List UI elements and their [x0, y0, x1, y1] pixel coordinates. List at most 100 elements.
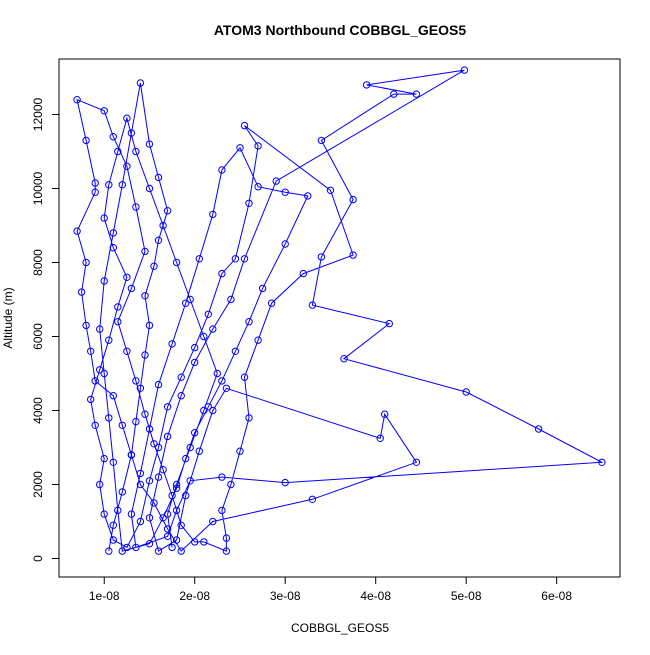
x-axis-label: COBBGL_GEOS5 [291, 621, 389, 635]
data-point [191, 343, 199, 352]
data-point [218, 506, 226, 515]
data-point [118, 181, 127, 189]
data-point [231, 255, 240, 263]
data-point [118, 547, 127, 555]
data-point [114, 318, 122, 326]
data-point [100, 510, 108, 518]
data-point [109, 458, 118, 466]
data-point [209, 325, 217, 333]
data-point [141, 351, 149, 359]
data-point [236, 447, 244, 455]
data-point [222, 534, 231, 542]
data-point [136, 480, 145, 489]
data-point [182, 299, 190, 307]
data-point [154, 547, 163, 555]
data-point [163, 525, 172, 533]
data-point [177, 521, 185, 529]
data-point [109, 244, 118, 252]
data-point [218, 269, 226, 278]
data-point [163, 510, 172, 518]
data-point [308, 301, 317, 309]
data-point [96, 325, 104, 333]
data-point [182, 454, 190, 463]
data-point [209, 406, 217, 415]
data-point [141, 247, 149, 256]
data-point [340, 355, 348, 363]
chart-title: ATOM3 Northbound COBBGL_GEOS5 [214, 22, 466, 38]
data-point [462, 388, 470, 396]
y-tick-label: 8000 [31, 249, 45, 276]
data-point [109, 229, 118, 237]
x-tick-label: 4e-08 [360, 589, 391, 603]
data-point [227, 480, 235, 489]
data-point [177, 392, 185, 400]
data-point [390, 90, 398, 98]
data-point [177, 373, 185, 381]
data-point [91, 188, 99, 196]
data-point [598, 458, 606, 466]
data-point [254, 336, 262, 344]
data-point [349, 195, 357, 204]
x-tick-label: 1e-08 [89, 589, 120, 603]
data-point [362, 81, 371, 89]
data-point [114, 147, 122, 156]
data-point [105, 336, 113, 344]
data-point [109, 521, 118, 529]
data-point [213, 369, 222, 378]
x-tick-label: 5e-08 [451, 589, 482, 603]
data-point [82, 136, 90, 145]
data-point [172, 258, 181, 267]
data-point [109, 133, 118, 141]
data-point [159, 514, 167, 522]
data-point [150, 262, 158, 270]
data-point [317, 136, 326, 145]
data-point [132, 543, 140, 552]
data-point [177, 547, 185, 555]
data-point [281, 188, 289, 196]
data-point [136, 384, 145, 392]
data-point [154, 473, 163, 481]
data-point [145, 540, 154, 548]
data-point [127, 284, 136, 293]
data-point [172, 484, 181, 492]
data-point [222, 384, 231, 392]
series-line [76, 69, 604, 552]
data-point [105, 181, 113, 189]
data-point [127, 451, 136, 459]
data-point [127, 129, 136, 137]
y-tick-label: 0 [31, 555, 45, 562]
data-point [132, 203, 140, 211]
data-point [73, 227, 81, 235]
data-point [200, 332, 208, 341]
data-point [168, 491, 176, 500]
data-point [91, 179, 99, 187]
y-tick-label: 2000 [31, 471, 45, 498]
data-point [281, 240, 289, 248]
data-point [195, 447, 204, 455]
data-point [245, 318, 253, 326]
data-point [245, 414, 253, 422]
data-point [182, 491, 190, 500]
data-point [186, 477, 194, 485]
y-tick-label: 4000 [31, 397, 45, 424]
data-point [100, 369, 108, 378]
data-point [82, 258, 90, 267]
data-point [299, 269, 307, 278]
data-point [222, 547, 231, 555]
data-point [267, 299, 276, 307]
data-point [186, 295, 194, 304]
data-point [281, 478, 289, 487]
data-point [100, 214, 108, 222]
data-point [172, 480, 181, 489]
data-point [240, 373, 249, 381]
data-point [141, 410, 149, 418]
data-point [100, 277, 108, 285]
data-point [100, 454, 108, 463]
y-tick-label: 6000 [31, 323, 45, 350]
data-point [123, 162, 131, 171]
data-point [105, 547, 113, 555]
x-tick-label: 6e-08 [541, 589, 572, 603]
data-point [254, 183, 262, 191]
data-point [132, 147, 140, 156]
